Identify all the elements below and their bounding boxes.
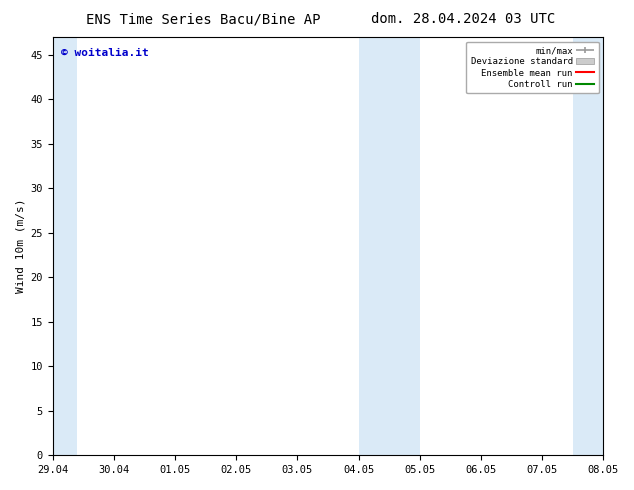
Legend: min/max, Deviazione standard, Ensemble mean run, Controll run: min/max, Deviazione standard, Ensemble m… [466, 42, 599, 94]
Text: dom. 28.04.2024 03 UTC: dom. 28.04.2024 03 UTC [371, 12, 555, 26]
Bar [573, 37, 634, 455]
Y-axis label: Wind 10m (m/s): Wind 10m (m/s) [15, 199, 25, 294]
Text: © woitalia.it: © woitalia.it [61, 48, 149, 57]
Bar [359, 37, 420, 455]
Text: ENS Time Series Bacu/Bine AP: ENS Time Series Bacu/Bine AP [86, 12, 320, 26]
Bar [53, 37, 77, 455]
